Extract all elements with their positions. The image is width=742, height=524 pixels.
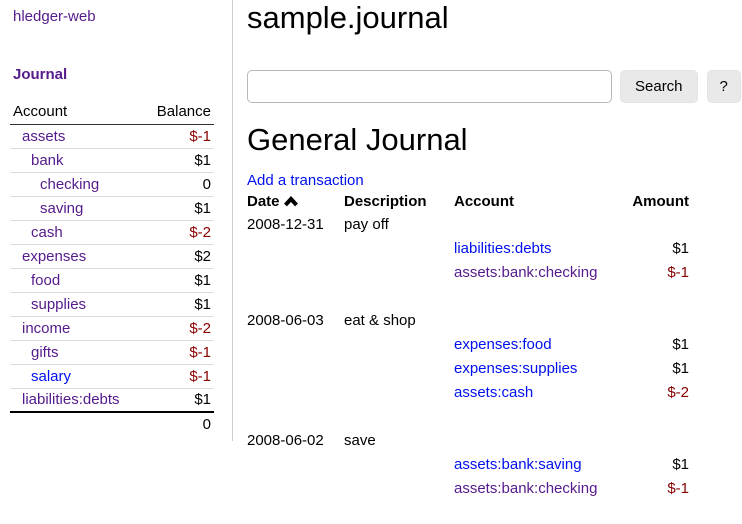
posting-amount: $-1 bbox=[667, 263, 689, 281]
posting-row: assets:cash $-2 bbox=[247, 380, 689, 404]
account-link[interactable]: cash bbox=[31, 223, 63, 241]
posting-account-link[interactable]: assets:bank:checking bbox=[454, 263, 598, 281]
journal-header-row: Date Description Account Amount bbox=[247, 190, 689, 212]
transaction-row: 2008-06-03 eat & shop bbox=[247, 308, 689, 332]
posting-account-link[interactable]: liabilities:debts bbox=[454, 239, 552, 257]
account-link[interactable]: assets bbox=[22, 127, 66, 145]
posting-row: assets:bank:checking $-1 bbox=[247, 476, 689, 500]
posting-account-link[interactable]: assets:bank:checking bbox=[454, 479, 598, 497]
account-balance: $2 bbox=[152, 243, 214, 268]
column-header-date[interactable]: Date bbox=[247, 190, 344, 212]
search-input[interactable] bbox=[247, 70, 612, 103]
posting-row: assets:bank:saving $1 bbox=[247, 452, 689, 476]
sort-caret-up-icon bbox=[283, 195, 298, 206]
column-header-account: Account bbox=[454, 192, 514, 210]
account-row: gifts $-1 bbox=[10, 339, 214, 364]
accounts-total-row: 0 bbox=[10, 411, 214, 436]
transaction-date: 2008-12-31 bbox=[247, 215, 324, 233]
section-title: General Journal bbox=[247, 122, 468, 157]
posting-account-link[interactable]: expenses:food bbox=[454, 335, 552, 353]
account-balance: $1 bbox=[152, 147, 214, 172]
accounts-header-account: Account bbox=[10, 100, 152, 125]
transaction-description: save bbox=[344, 431, 376, 449]
sidebar-item-journal[interactable]: Journal bbox=[13, 66, 68, 83]
transaction-spacer-row bbox=[247, 500, 689, 524]
posting-amount: $1 bbox=[672, 359, 689, 377]
account-row: food $1 bbox=[10, 267, 214, 292]
account-row: expenses $2 bbox=[10, 243, 214, 268]
posting-amount: $1 bbox=[672, 455, 689, 473]
account-balance: $-2 bbox=[152, 219, 214, 244]
transaction-row: 2008-06-02 save bbox=[247, 428, 689, 452]
posting-amount: $-2 bbox=[667, 383, 689, 401]
transaction-date: 2008-06-03 bbox=[247, 311, 324, 329]
account-link[interactable]: income bbox=[22, 319, 71, 337]
search-button[interactable]: Search bbox=[620, 70, 698, 103]
posting-row: liabilities:debts $1 bbox=[247, 236, 689, 260]
transaction-spacer-row bbox=[247, 404, 689, 428]
transaction-description: eat & shop bbox=[344, 311, 416, 329]
posting-account-link[interactable]: assets:cash bbox=[454, 383, 534, 401]
main-content: sample.journal Search ? General Journal … bbox=[246, 0, 742, 497]
posting-account-link[interactable]: assets:bank:saving bbox=[454, 455, 582, 473]
account-row: bank $1 bbox=[10, 147, 214, 172]
column-header-amount: Amount bbox=[632, 192, 689, 210]
search-form: Search ? bbox=[247, 70, 741, 103]
account-row: checking 0 bbox=[10, 171, 214, 196]
posting-amount: $1 bbox=[672, 335, 689, 353]
account-row: salary $-1 bbox=[10, 363, 214, 388]
account-balance: $-2 bbox=[152, 315, 214, 340]
account-link[interactable]: supplies bbox=[31, 295, 87, 313]
posting-row: expenses:supplies $1 bbox=[247, 356, 689, 380]
account-balance: $1 bbox=[152, 291, 214, 316]
account-balance: $1 bbox=[152, 387, 214, 412]
transaction-row: 2008-12-31 pay off bbox=[247, 212, 689, 236]
account-balance: $-1 bbox=[189, 127, 211, 145]
posting-row: assets:bank:checking $-1 bbox=[247, 260, 689, 284]
transaction-spacer-row bbox=[247, 284, 689, 308]
account-link[interactable]: expenses bbox=[22, 247, 87, 265]
journal-table: Date Description Account Amount 2008-12-… bbox=[247, 190, 689, 524]
account-balance: $-1 bbox=[152, 363, 214, 388]
accounts-header-balance: Balance bbox=[152, 100, 214, 125]
account-row: supplies $1 bbox=[10, 291, 214, 316]
account-balance: $1 bbox=[152, 195, 214, 220]
transaction-date: 2008-06-02 bbox=[247, 431, 324, 449]
posting-account-link[interactable]: expenses:supplies bbox=[454, 359, 578, 377]
posting-row: expenses:food $1 bbox=[247, 332, 689, 356]
account-link[interactable]: bank bbox=[31, 151, 64, 169]
account-link[interactable]: food bbox=[31, 271, 61, 289]
account-link[interactable]: checking bbox=[40, 175, 100, 193]
accounts-total-value: 0 bbox=[152, 411, 214, 436]
account-balance: $1 bbox=[152, 267, 214, 292]
account-link[interactable]: salary bbox=[31, 367, 72, 385]
account-row: assets $-1 bbox=[10, 124, 214, 148]
add-transaction-link[interactable]: Add a transaction bbox=[247, 172, 364, 189]
account-row: saving $1 bbox=[10, 195, 214, 220]
posting-amount: $-1 bbox=[667, 479, 689, 497]
account-link[interactable]: saving bbox=[40, 199, 84, 217]
accounts-header-row: Account Balance bbox=[10, 100, 214, 125]
account-link[interactable]: liabilities:debts bbox=[22, 391, 120, 409]
column-header-description: Description bbox=[344, 192, 427, 210]
date-header-label: Date bbox=[247, 192, 280, 210]
account-row: cash $-2 bbox=[10, 219, 214, 244]
account-row: liabilities:debts $1 bbox=[10, 387, 214, 412]
account-balance: 0 bbox=[152, 171, 214, 196]
search-help-button[interactable]: ? bbox=[706, 70, 741, 103]
account-row: income $-2 bbox=[10, 315, 214, 340]
app-title-link[interactable]: hledger-web bbox=[13, 8, 96, 25]
sidebar: hledger-web Journal Account Balance asse… bbox=[0, 0, 233, 441]
account-link[interactable]: gifts bbox=[31, 343, 59, 361]
account-balance: $-1 bbox=[152, 339, 214, 364]
transaction-description: pay off bbox=[344, 215, 389, 233]
accounts-balance-table: Account Balance assets $-1 bank $1 check… bbox=[10, 100, 214, 436]
posting-amount: $1 bbox=[672, 239, 689, 257]
page-title: sample.journal bbox=[247, 0, 449, 35]
